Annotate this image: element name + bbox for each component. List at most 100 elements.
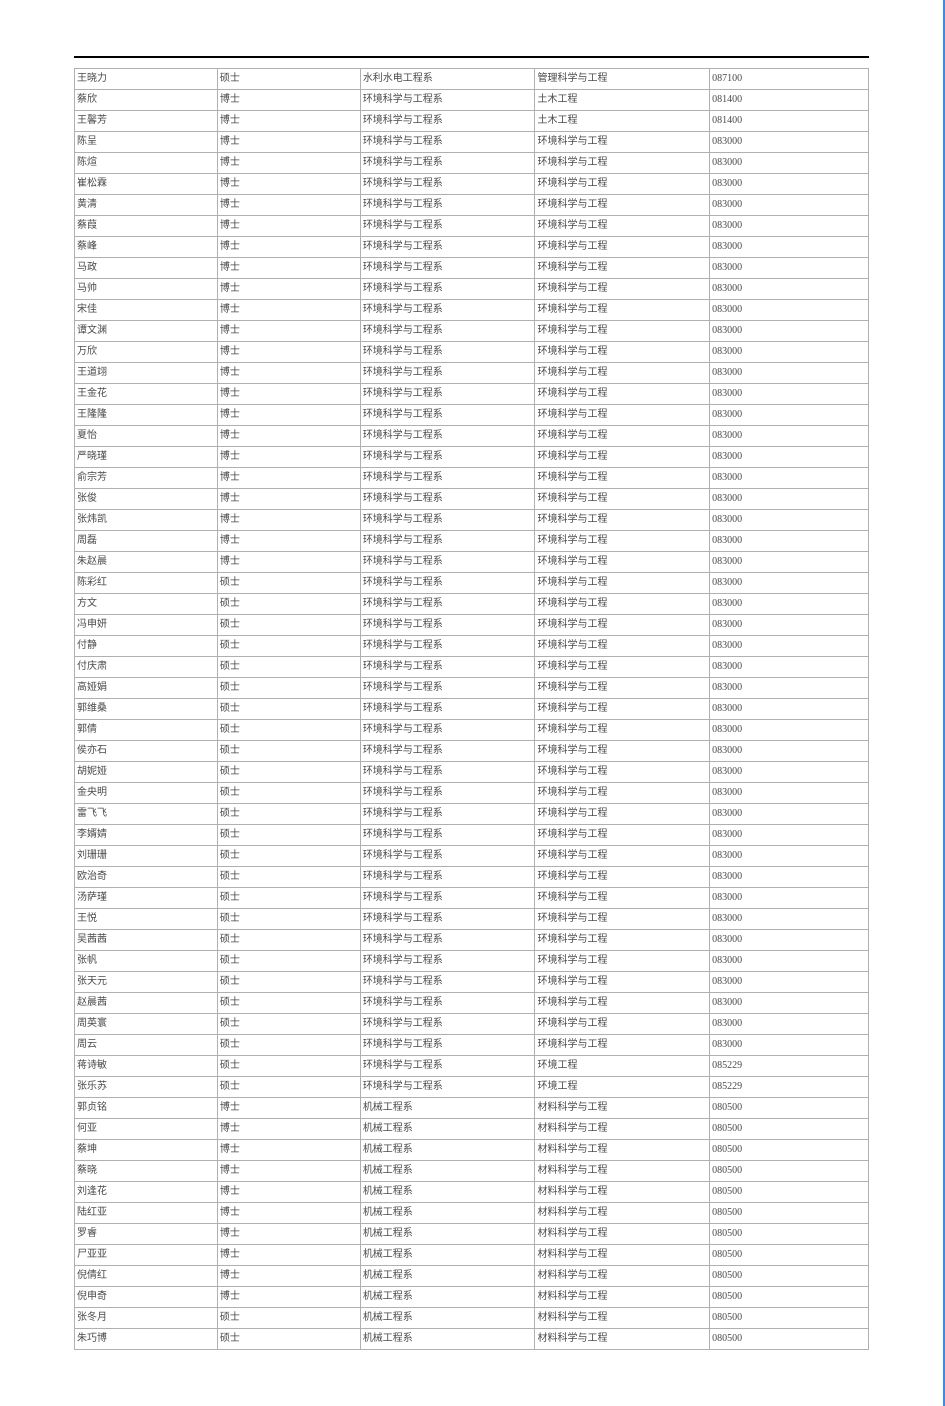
table-cell: 机械工程系 bbox=[360, 1287, 535, 1308]
table-cell: 083000 bbox=[710, 405, 869, 426]
table-cell: 蔡葭 bbox=[75, 216, 218, 237]
table-cell: 周英寰 bbox=[75, 1014, 218, 1035]
table-cell: 刘逢花 bbox=[75, 1182, 218, 1203]
table-row: 汤萨瑾硕士环境科学与工程系环境科学与工程083000 bbox=[75, 888, 869, 909]
table-cell: 083000 bbox=[710, 909, 869, 930]
table-cell: 环境科学与工程系 bbox=[360, 783, 535, 804]
table-cell: 高娅娟 bbox=[75, 678, 218, 699]
table-row: 朱赵晨博士环境科学与工程系环境科学与工程083000 bbox=[75, 552, 869, 573]
table-cell: 硕士 bbox=[217, 1056, 360, 1077]
table-row: 万欣博士环境科学与工程系环境科学与工程083000 bbox=[75, 342, 869, 363]
table-cell: 环境科学与工程系 bbox=[360, 237, 535, 258]
table-cell: 环境科学与工程 bbox=[535, 279, 710, 300]
table-cell: 083000 bbox=[710, 342, 869, 363]
table-cell: 博士 bbox=[217, 90, 360, 111]
table-cell: 环境科学与工程 bbox=[535, 888, 710, 909]
table-cell: 博士 bbox=[217, 468, 360, 489]
table-cell: 环境科学与工程 bbox=[535, 972, 710, 993]
table-cell: 环境科学与工程 bbox=[535, 489, 710, 510]
table-cell: 083000 bbox=[710, 531, 869, 552]
table-cell: 王金花 bbox=[75, 384, 218, 405]
table-cell: 环境科学与工程系 bbox=[360, 90, 535, 111]
table-cell: 083000 bbox=[710, 426, 869, 447]
table-cell: 硕士 bbox=[217, 657, 360, 678]
table-cell: 环境科学与工程系 bbox=[360, 888, 535, 909]
table-cell: 博士 bbox=[217, 237, 360, 258]
table-cell: 环境科学与工程 bbox=[535, 678, 710, 699]
table-cell: 环境科学与工程 bbox=[535, 342, 710, 363]
table-cell: 硕士 bbox=[217, 846, 360, 867]
table-cell: 环境科学与工程系 bbox=[360, 111, 535, 132]
table-cell: 085229 bbox=[710, 1077, 869, 1098]
table-cell: 环境科学与工程系 bbox=[360, 405, 535, 426]
table-cell: 环境科学与工程 bbox=[535, 300, 710, 321]
table-cell: 083000 bbox=[710, 132, 869, 153]
table-cell: 083000 bbox=[710, 1035, 869, 1056]
table-row: 王金花博士环境科学与工程系环境科学与工程083000 bbox=[75, 384, 869, 405]
table-cell: 蔡峰 bbox=[75, 237, 218, 258]
table-cell: 环境科学与工程 bbox=[535, 615, 710, 636]
table-cell: 机械工程系 bbox=[360, 1329, 535, 1350]
table-row: 罗睿博士机械工程系材料科学与工程080500 bbox=[75, 1224, 869, 1245]
page-container: 王晓力硕士水利水电工程系管理科学与工程087100蔡欣博士环境科学与工程系土木工… bbox=[0, 0, 945, 1406]
table-cell: 环境科学与工程系 bbox=[360, 258, 535, 279]
table-cell: 博士 bbox=[217, 1182, 360, 1203]
table-cell: 环境科学与工程 bbox=[535, 216, 710, 237]
table-cell: 王道翊 bbox=[75, 363, 218, 384]
table-cell: 083000 bbox=[710, 930, 869, 951]
table-row: 赵晨茜硕士环境科学与工程系环境科学与工程083000 bbox=[75, 993, 869, 1014]
table-cell: 材料科学与工程 bbox=[535, 1203, 710, 1224]
table-cell: 雷飞飞 bbox=[75, 804, 218, 825]
table-cell: 083000 bbox=[710, 153, 869, 174]
table-cell: 王悦 bbox=[75, 909, 218, 930]
table-row: 雷飞飞硕士环境科学与工程系环境科学与工程083000 bbox=[75, 804, 869, 825]
table-cell: 环境科学与工程系 bbox=[360, 447, 535, 468]
table-row: 王晓力硕士水利水电工程系管理科学与工程087100 bbox=[75, 69, 869, 90]
table-cell: 崔松霖 bbox=[75, 174, 218, 195]
table-cell: 土木工程 bbox=[535, 111, 710, 132]
table-cell: 环境科学与工程系 bbox=[360, 909, 535, 930]
table-cell: 环境科学与工程 bbox=[535, 993, 710, 1014]
table-cell: 材料科学与工程 bbox=[535, 1266, 710, 1287]
table-cell: 环境科学与工程系 bbox=[360, 930, 535, 951]
table-cell: 何亚 bbox=[75, 1119, 218, 1140]
table-cell: 环境科学与工程 bbox=[535, 825, 710, 846]
table-cell: 冯申妍 bbox=[75, 615, 218, 636]
table-cell: 083000 bbox=[710, 384, 869, 405]
table-cell: 博士 bbox=[217, 1098, 360, 1119]
table-cell: 环境科学与工程系 bbox=[360, 510, 535, 531]
table-cell: 环境工程 bbox=[535, 1077, 710, 1098]
table-cell: 材料科学与工程 bbox=[535, 1119, 710, 1140]
table-row: 金央明硕士环境科学与工程系环境科学与工程083000 bbox=[75, 783, 869, 804]
table-cell: 夏怡 bbox=[75, 426, 218, 447]
table-cell: 俞宗芳 bbox=[75, 468, 218, 489]
table-cell: 王晓力 bbox=[75, 69, 218, 90]
table-cell: 080500 bbox=[710, 1224, 869, 1245]
table-row: 郭维桑硕士环境科学与工程系环境科学与工程083000 bbox=[75, 699, 869, 720]
table-cell: 环境科学与工程系 bbox=[360, 174, 535, 195]
table-cell: 083000 bbox=[710, 363, 869, 384]
table-cell: 环境科学与工程系 bbox=[360, 279, 535, 300]
table-cell: 环境科学与工程 bbox=[535, 237, 710, 258]
table-cell: 博士 bbox=[217, 1119, 360, 1140]
table-cell: 环境科学与工程 bbox=[535, 720, 710, 741]
table-cell: 083000 bbox=[710, 720, 869, 741]
table-cell: 080500 bbox=[710, 1203, 869, 1224]
table-cell: 博士 bbox=[217, 1161, 360, 1182]
table-cell: 陈煊 bbox=[75, 153, 218, 174]
table-cell: 硕士 bbox=[217, 615, 360, 636]
table-row: 蔡葭博士环境科学与工程系环境科学与工程083000 bbox=[75, 216, 869, 237]
table-cell: 马政 bbox=[75, 258, 218, 279]
table-cell: 张俊 bbox=[75, 489, 218, 510]
table-cell: 环境科学与工程 bbox=[535, 510, 710, 531]
table-cell: 博士 bbox=[217, 489, 360, 510]
table-cell: 博士 bbox=[217, 132, 360, 153]
table-cell: 博士 bbox=[217, 1287, 360, 1308]
table-cell: 083000 bbox=[710, 321, 869, 342]
table-cell: 083000 bbox=[710, 258, 869, 279]
table-cell: 张天元 bbox=[75, 972, 218, 993]
table-cell: 环境科学与工程 bbox=[535, 699, 710, 720]
table-cell: 环境科学与工程 bbox=[535, 951, 710, 972]
table-cell: 机械工程系 bbox=[360, 1182, 535, 1203]
table-cell: 博士 bbox=[217, 1245, 360, 1266]
